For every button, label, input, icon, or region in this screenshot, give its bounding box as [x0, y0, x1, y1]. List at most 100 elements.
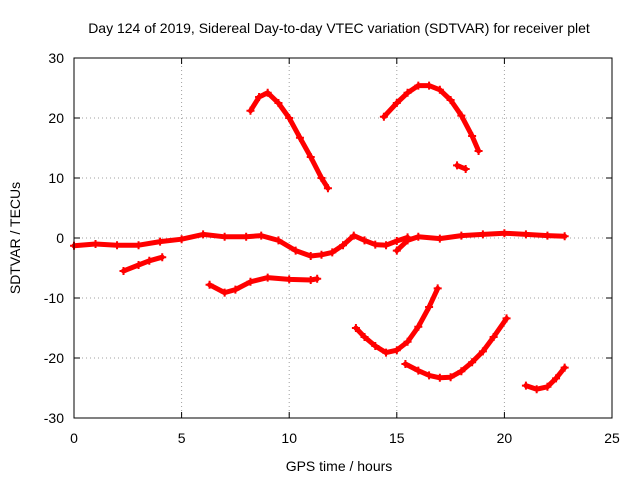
- data-point: [414, 322, 423, 331]
- x-axis-label: GPS time / hours: [286, 458, 393, 474]
- data-point: [306, 276, 315, 284]
- x-tick-label: 25: [604, 430, 620, 446]
- series-baseline-b: [394, 230, 568, 254]
- data-point: [156, 237, 165, 246]
- x-tick-label: 5: [178, 430, 186, 446]
- y-tick-label: 10: [48, 170, 64, 186]
- x-tick-label: 20: [497, 430, 513, 446]
- data-point: [220, 288, 229, 297]
- data-point: [435, 373, 444, 382]
- data-point: [500, 229, 509, 238]
- data-point: [457, 367, 466, 376]
- data-point: [291, 246, 300, 255]
- data-point: [199, 230, 208, 239]
- data-point: [468, 132, 477, 140]
- data-point: [552, 374, 561, 383]
- y-tick-label: 30: [48, 50, 64, 66]
- data-point: [392, 346, 401, 355]
- data-point: [246, 106, 255, 115]
- series-neg-mid: [207, 275, 320, 296]
- data-point: [220, 232, 229, 241]
- x-tick-label: 0: [70, 430, 78, 446]
- data-point: [360, 236, 369, 245]
- data-point: [158, 253, 167, 262]
- data-point: [433, 284, 442, 293]
- data-point: [502, 314, 511, 323]
- data-point: [414, 81, 423, 90]
- data-point: [317, 250, 326, 259]
- data-point: [371, 342, 380, 350]
- data-point: [425, 371, 434, 380]
- data-point: [328, 248, 337, 257]
- data-point: [274, 236, 283, 245]
- data-point: [351, 324, 360, 332]
- data-point: [543, 382, 552, 391]
- data-point: [231, 285, 240, 294]
- data-point: [543, 231, 552, 240]
- data-point: [453, 161, 462, 170]
- data-point: [403, 236, 412, 245]
- data-point: [313, 274, 322, 283]
- data-point: [446, 96, 455, 104]
- data-point: [246, 277, 255, 286]
- data-point: [425, 81, 434, 90]
- data-series: [70, 81, 569, 394]
- data-point: [403, 88, 412, 97]
- data-point: [285, 114, 294, 122]
- data-point: [560, 363, 569, 372]
- data-point: [177, 235, 186, 244]
- data-point: [285, 275, 294, 284]
- series-neg-short-a: [121, 254, 165, 274]
- data-point: [435, 234, 444, 243]
- data-point: [205, 280, 214, 289]
- data-point: [382, 348, 391, 357]
- data-point: [382, 241, 391, 250]
- data-point: [119, 267, 128, 275]
- data-point: [414, 232, 423, 241]
- data-point: [306, 252, 315, 260]
- series-pos-arc-a: [248, 90, 331, 191]
- data-point: [113, 241, 122, 250]
- data-point: [478, 230, 487, 239]
- y-tick-label: -10: [44, 290, 64, 306]
- data-point: [425, 303, 434, 311]
- data-point: [489, 333, 498, 341]
- data-point: [414, 366, 423, 375]
- grid-lines: [74, 58, 612, 418]
- data-point: [349, 231, 358, 240]
- series-baseline-a: [71, 231, 411, 259]
- data-point: [401, 360, 410, 368]
- data-point: [521, 381, 530, 390]
- data-point: [242, 232, 251, 241]
- data-point: [134, 241, 143, 250]
- data-point: [521, 230, 530, 239]
- data-point: [371, 240, 380, 249]
- data-point: [339, 241, 347, 250]
- x-tick-label: 15: [389, 430, 405, 446]
- x-tick-label: 10: [281, 430, 297, 446]
- data-point: [457, 111, 466, 120]
- data-point: [468, 358, 477, 367]
- data-point: [145, 256, 154, 265]
- data-point: [435, 85, 444, 94]
- data-point: [474, 147, 483, 155]
- data-point: [457, 231, 466, 240]
- chart-title: Day 124 of 2019, Sidereal Day-to-day VTE…: [88, 20, 590, 36]
- series-neg-arc-b: [402, 315, 510, 381]
- data-point: [379, 112, 388, 121]
- data-point: [257, 231, 266, 240]
- data-point: [263, 273, 272, 282]
- data-point: [274, 99, 283, 107]
- y-axis-label: SDTVAR / TECUs: [7, 182, 23, 294]
- y-tick-label: 20: [48, 110, 64, 126]
- data-point: [317, 174, 326, 182]
- data-point: [255, 93, 264, 101]
- data-point: [532, 385, 541, 394]
- data-point: [306, 153, 315, 161]
- data-point: [295, 133, 304, 142]
- y-tick-label: -20: [44, 350, 64, 366]
- data-point: [461, 165, 470, 173]
- data-point: [392, 237, 401, 245]
- data-point: [91, 240, 100, 248]
